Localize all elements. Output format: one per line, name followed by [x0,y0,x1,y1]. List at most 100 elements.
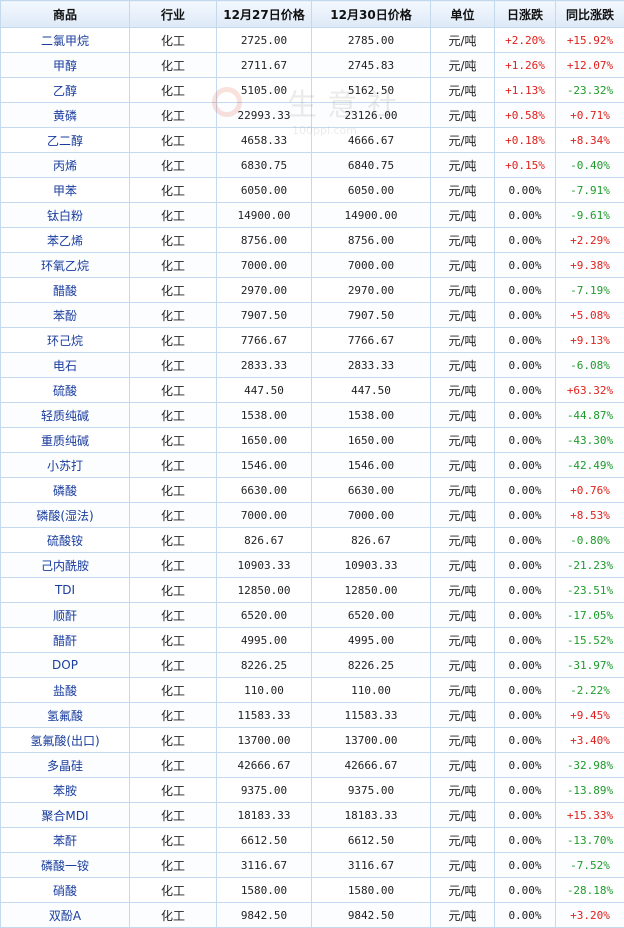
commodity-name-link[interactable]: 电石 [1,353,130,378]
commodity-name-link[interactable]: 双酚A [1,903,130,928]
industry-cell: 化工 [130,403,217,428]
daily-change-cell: 0.00% [495,578,556,603]
price-dec27-cell: 7000.00 [217,253,312,278]
price-dec30-cell: 6050.00 [312,178,431,203]
price-dec27-cell: 6630.00 [217,478,312,503]
industry-cell: 化工 [130,628,217,653]
commodity-name-link[interactable]: 醋酸 [1,278,130,303]
column-header-yoy-change[interactable]: 同比涨跌 [556,1,624,28]
yoy-change-cell: -13.89% [556,778,624,803]
column-header-industry[interactable]: 行业 [130,1,217,28]
price-dec27-cell: 6520.00 [217,603,312,628]
commodity-name-link[interactable]: 多晶硅 [1,753,130,778]
commodity-name-link[interactable]: 甲醇 [1,53,130,78]
yoy-change-cell: +63.32% [556,378,624,403]
unit-cell: 元/吨 [431,28,495,53]
commodity-name-link[interactable]: 磷酸一铵 [1,853,130,878]
commodity-name-link[interactable]: 己内酰胺 [1,553,130,578]
commodity-name-link[interactable]: 小苏打 [1,453,130,478]
commodity-name-link[interactable]: 钛白粉 [1,203,130,228]
column-header-unit[interactable]: 单位 [431,1,495,28]
daily-change-cell: +0.18% [495,128,556,153]
price-dec30-cell: 10903.33 [312,553,431,578]
daily-change-cell: +1.13% [495,78,556,103]
column-header-commodity[interactable]: 商品 [1,1,130,28]
industry-cell: 化工 [130,578,217,603]
commodity-name-link[interactable]: 磷酸(湿法) [1,503,130,528]
commodity-name-link[interactable]: TDI [1,578,130,603]
industry-cell: 化工 [130,153,217,178]
price-dec30-cell: 2833.33 [312,353,431,378]
unit-cell: 元/吨 [431,503,495,528]
commodity-name-link[interactable]: 丙烯 [1,153,130,178]
unit-cell: 元/吨 [431,103,495,128]
daily-change-cell: 0.00% [495,228,556,253]
yoy-change-cell: -9.61% [556,203,624,228]
column-header-price-dec30[interactable]: 12月30日价格 [312,1,431,28]
price-dec27-cell: 1580.00 [217,878,312,903]
commodity-name-link[interactable]: 醋酐 [1,628,130,653]
commodity-name-link[interactable]: 苯酚 [1,303,130,328]
unit-cell: 元/吨 [431,78,495,103]
commodity-name-link[interactable]: 硫酸铵 [1,528,130,553]
industry-cell: 化工 [130,728,217,753]
daily-change-cell: 0.00% [495,603,556,628]
yoy-change-cell: +12.07% [556,53,624,78]
yoy-change-cell: -21.23% [556,553,624,578]
commodity-name-link[interactable]: 苯胺 [1,778,130,803]
industry-cell: 化工 [130,278,217,303]
commodity-name-link[interactable]: 乙醇 [1,78,130,103]
daily-change-cell: 0.00% [495,403,556,428]
daily-change-cell: 0.00% [495,803,556,828]
industry-cell: 化工 [130,353,217,378]
price-dec27-cell: 1538.00 [217,403,312,428]
commodity-name-link[interactable]: 环氧乙烷 [1,253,130,278]
industry-cell: 化工 [130,903,217,928]
price-dec30-cell: 23126.00 [312,103,431,128]
commodity-name-link[interactable]: 磷酸 [1,478,130,503]
commodity-name-link[interactable]: 苯乙烯 [1,228,130,253]
yoy-change-cell: +0.71% [556,103,624,128]
industry-cell: 化工 [130,378,217,403]
commodity-name-link[interactable]: 乙二醇 [1,128,130,153]
yoy-change-cell: -23.32% [556,78,624,103]
commodity-name-link[interactable]: 顺酐 [1,603,130,628]
unit-cell: 元/吨 [431,653,495,678]
commodity-name-link[interactable]: 轻质纯碱 [1,403,130,428]
industry-cell: 化工 [130,478,217,503]
column-header-price-dec27[interactable]: 12月27日价格 [217,1,312,28]
price-dec27-cell: 22993.33 [217,103,312,128]
price-dec30-cell: 9375.00 [312,778,431,803]
industry-cell: 化工 [130,28,217,53]
commodity-name-link[interactable]: 苯酐 [1,828,130,853]
daily-change-cell: 0.00% [495,278,556,303]
commodity-name-link[interactable]: 重质纯碱 [1,428,130,453]
daily-change-cell: 0.00% [495,628,556,653]
commodity-name-link[interactable]: 盐酸 [1,678,130,703]
commodity-name-link[interactable]: 氢氟酸(出口) [1,728,130,753]
commodity-name-link[interactable]: 二氯甲烷 [1,28,130,53]
commodity-name-link[interactable]: 黄磷 [1,103,130,128]
commodity-name-link[interactable]: 甲苯 [1,178,130,203]
yoy-change-cell: -7.52% [556,853,624,878]
commodity-name-link[interactable]: DOP [1,653,130,678]
unit-cell: 元/吨 [431,53,495,78]
commodity-name-link[interactable]: 氢氟酸 [1,703,130,728]
column-header-daily-change[interactable]: 日涨跌 [495,1,556,28]
commodity-name-link[interactable]: 聚合MDI [1,803,130,828]
commodity-name-link[interactable]: 硫酸 [1,378,130,403]
price-dec27-cell: 2970.00 [217,278,312,303]
commodity-name-link[interactable]: 环己烷 [1,328,130,353]
unit-cell: 元/吨 [431,278,495,303]
industry-cell: 化工 [130,553,217,578]
commodity-name-link[interactable]: 硝酸 [1,878,130,903]
